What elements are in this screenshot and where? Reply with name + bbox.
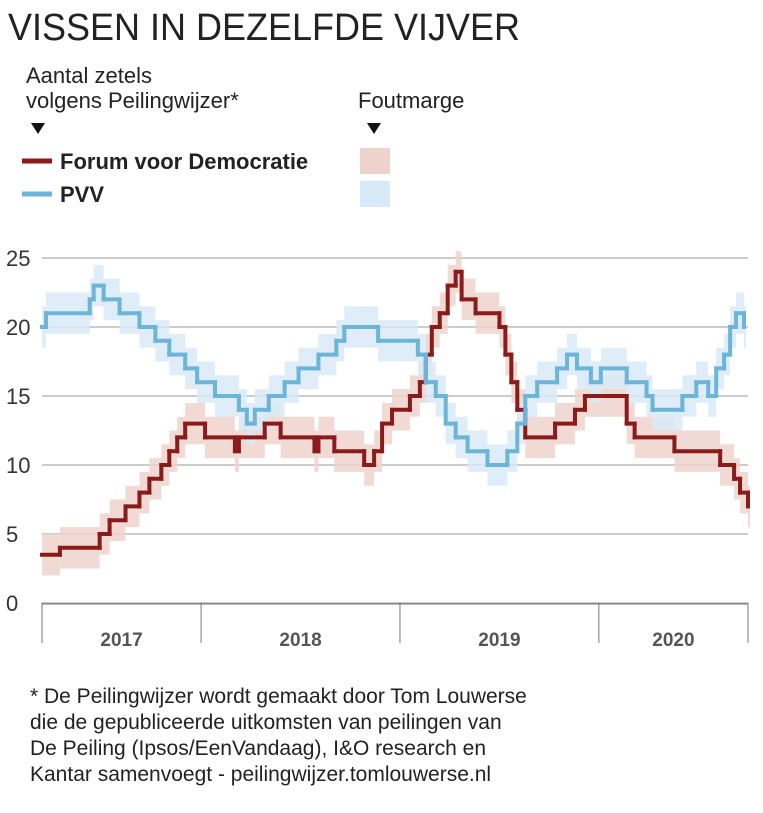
legend-label: PVV	[60, 182, 104, 207]
line-end	[746, 504, 750, 509]
error-label: Foutmarge	[358, 88, 464, 113]
y-tick-label: 20	[6, 315, 30, 340]
y-tick-label: 5	[6, 522, 18, 547]
y-tick-label: 0	[6, 591, 18, 616]
footnote: De Peiling (Ipsos/EenVandaag), I&O resea…	[30, 737, 486, 760]
line-end	[742, 325, 747, 329]
x-tick-label: 2017	[100, 630, 142, 651]
y-tick-label: 25	[6, 246, 30, 271]
footnote: * De Peilingwijzer wordt gemaakt door To…	[30, 685, 527, 708]
footnote: Kantar samenvoegt - peilingwijzer.tomlou…	[30, 763, 491, 786]
arrow	[31, 123, 45, 134]
legend-error-swatch	[360, 181, 390, 207]
y-tick-label: 10	[6, 453, 30, 478]
legend-label: Forum voor Democratie	[60, 149, 308, 174]
x-tick-label: 2020	[652, 630, 694, 651]
subtitle: volgens Peilingwijzer*	[26, 88, 239, 113]
x-tick-label: 2018	[279, 630, 321, 651]
legend-error-swatch	[360, 148, 390, 174]
x-tick-label: 2019	[478, 630, 520, 651]
arrow	[367, 123, 381, 134]
footnote: die de gepubliceerde uitkomsten van peil…	[30, 711, 502, 734]
chart-title: VISSEN IN DEZELFDE VIJVER	[8, 7, 520, 49]
subtitle: Aantal zetels	[26, 63, 152, 88]
y-tick-label: 15	[6, 384, 30, 409]
legend: Forum voor Democratie PVV	[22, 148, 390, 207]
plot: 0 5 10 15 20 25 2017 2018 2019 2020	[6, 246, 750, 651]
